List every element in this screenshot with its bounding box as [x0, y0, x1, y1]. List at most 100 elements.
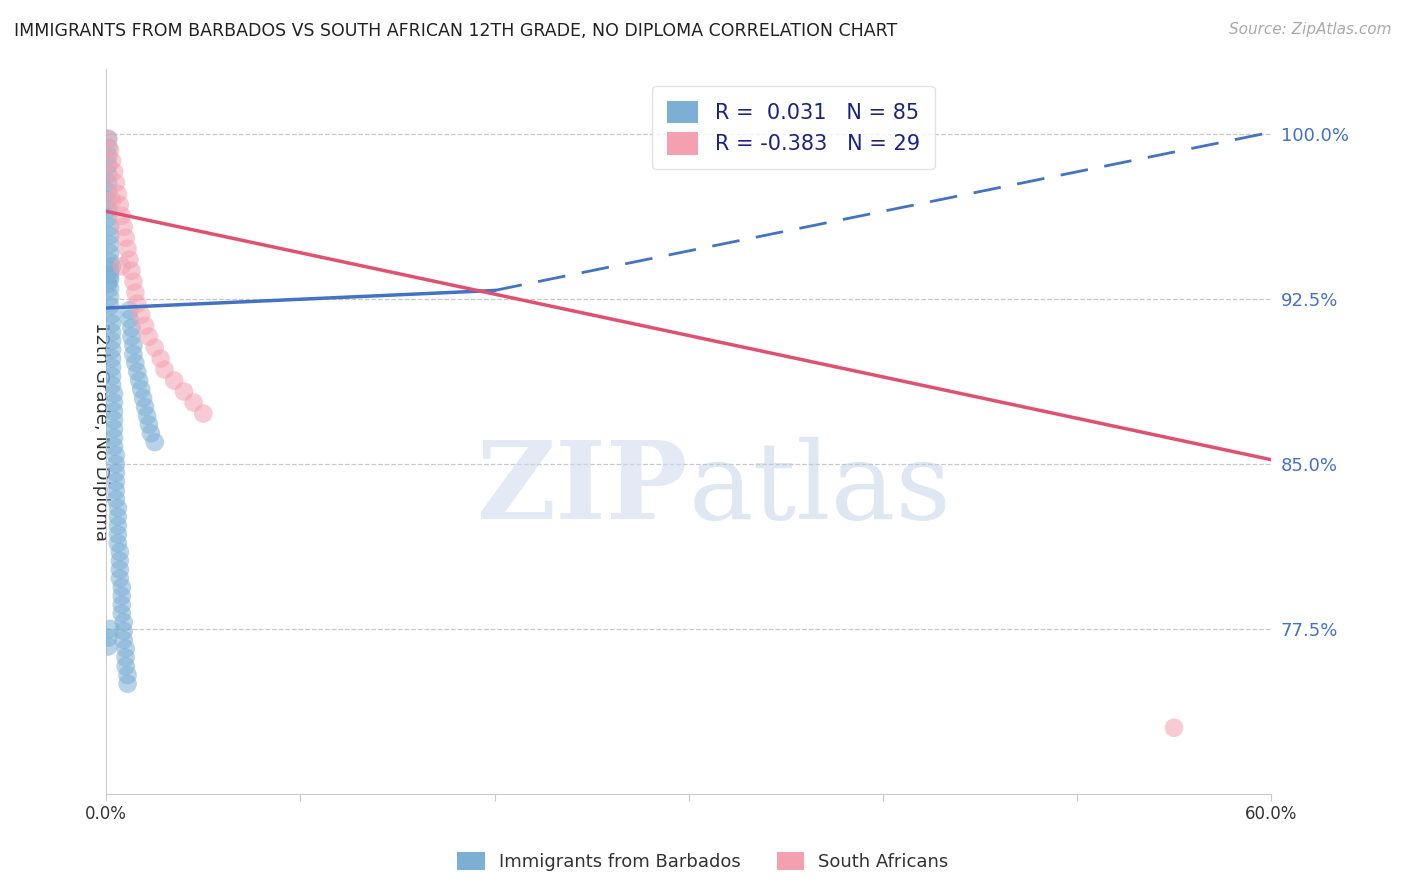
Point: [103, 404, 125, 418]
Legend: Immigrants from Barbados, South Africans: Immigrants from Barbados, South Africans: [450, 845, 956, 879]
Point: [121, 263, 143, 277]
Point: [143, 435, 166, 450]
Point: [103, 386, 125, 401]
Point: [104, 475, 127, 489]
Legend: R =  0.031   N = 85, R = -0.383   N = 29: R = 0.031 N = 85, R = -0.383 N = 29: [652, 87, 935, 169]
Point: [111, 598, 134, 612]
Point: [103, 422, 125, 436]
Point: [183, 395, 205, 409]
Point: [98, 622, 121, 636]
Point: [153, 362, 176, 376]
Y-axis label: 12th Grade, No Diploma: 12th Grade, No Diploma: [93, 322, 110, 541]
Point: [112, 615, 135, 630]
Point: [117, 677, 139, 691]
Point: [101, 343, 124, 357]
Point: [118, 303, 141, 318]
Point: [129, 308, 152, 322]
Point: [143, 341, 166, 355]
Point: [138, 329, 160, 343]
Text: atlas: atlas: [689, 436, 952, 541]
Point: [117, 668, 139, 682]
Point: [108, 545, 131, 559]
Point: [98, 219, 121, 234]
Point: [112, 624, 135, 638]
Point: [97, 640, 120, 654]
Point: [97, 132, 120, 146]
Point: [108, 562, 131, 576]
Point: [132, 391, 155, 405]
Point: [118, 312, 141, 326]
Point: [101, 325, 124, 339]
Point: [104, 466, 127, 480]
Point: [103, 413, 125, 427]
Point: [97, 277, 120, 291]
Point: [107, 509, 129, 524]
Point: [104, 457, 127, 471]
Point: [138, 417, 160, 432]
Point: [97, 631, 120, 645]
Point: [98, 143, 121, 157]
Point: [101, 360, 124, 375]
Point: [97, 185, 120, 199]
Point: [103, 440, 125, 454]
Point: [104, 483, 127, 498]
Point: [98, 255, 121, 269]
Point: [101, 317, 124, 331]
Point: [112, 632, 135, 647]
Point: [98, 237, 121, 252]
Point: [124, 285, 146, 300]
Text: Source: ZipAtlas.com: Source: ZipAtlas.com: [1229, 22, 1392, 37]
Point: [101, 378, 124, 392]
Point: [108, 554, 131, 568]
Point: [98, 290, 121, 304]
Point: [103, 431, 125, 445]
Point: [114, 641, 136, 656]
Point: [104, 492, 127, 507]
Point: [103, 395, 125, 409]
Point: [139, 426, 162, 441]
Point: [97, 158, 120, 172]
Point: [101, 260, 124, 274]
Point: [97, 194, 120, 208]
Point: [101, 351, 124, 366]
Point: [97, 202, 120, 216]
Point: [114, 231, 136, 245]
Point: [97, 211, 120, 225]
Point: [121, 329, 143, 343]
Point: [124, 356, 146, 370]
Point: [98, 281, 121, 295]
Point: [98, 246, 121, 260]
Point: [127, 296, 149, 310]
Point: [173, 384, 195, 399]
Point: [97, 141, 120, 155]
Point: [163, 374, 186, 388]
Point: [108, 198, 131, 212]
Point: [122, 275, 145, 289]
Point: [101, 334, 124, 348]
Point: [107, 186, 129, 201]
Text: ZIP: ZIP: [477, 436, 689, 542]
Point: [114, 650, 136, 665]
Point: [111, 589, 134, 603]
Point: [98, 299, 121, 313]
Text: IMMIGRANTS FROM BARBADOS VS SOUTH AFRICAN 12TH GRADE, NO DIPLOMA CORRELATION CHA: IMMIGRANTS FROM BARBADOS VS SOUTH AFRICA…: [14, 22, 897, 40]
Point: [104, 176, 127, 190]
Point: [136, 409, 159, 423]
Point: [98, 272, 121, 286]
Point: [98, 263, 121, 277]
Point: [149, 351, 172, 366]
Point: [134, 400, 156, 414]
Point: [193, 407, 215, 421]
Point: [97, 167, 120, 181]
Point: [98, 228, 121, 243]
Point: [111, 260, 134, 274]
Point: [107, 501, 129, 516]
Point: [98, 268, 121, 282]
Point: [127, 365, 149, 379]
Point: [104, 448, 127, 462]
Point: [112, 219, 135, 234]
Point: [97, 149, 120, 163]
Point: [111, 209, 134, 223]
Point: [97, 132, 120, 146]
Point: [107, 518, 129, 533]
